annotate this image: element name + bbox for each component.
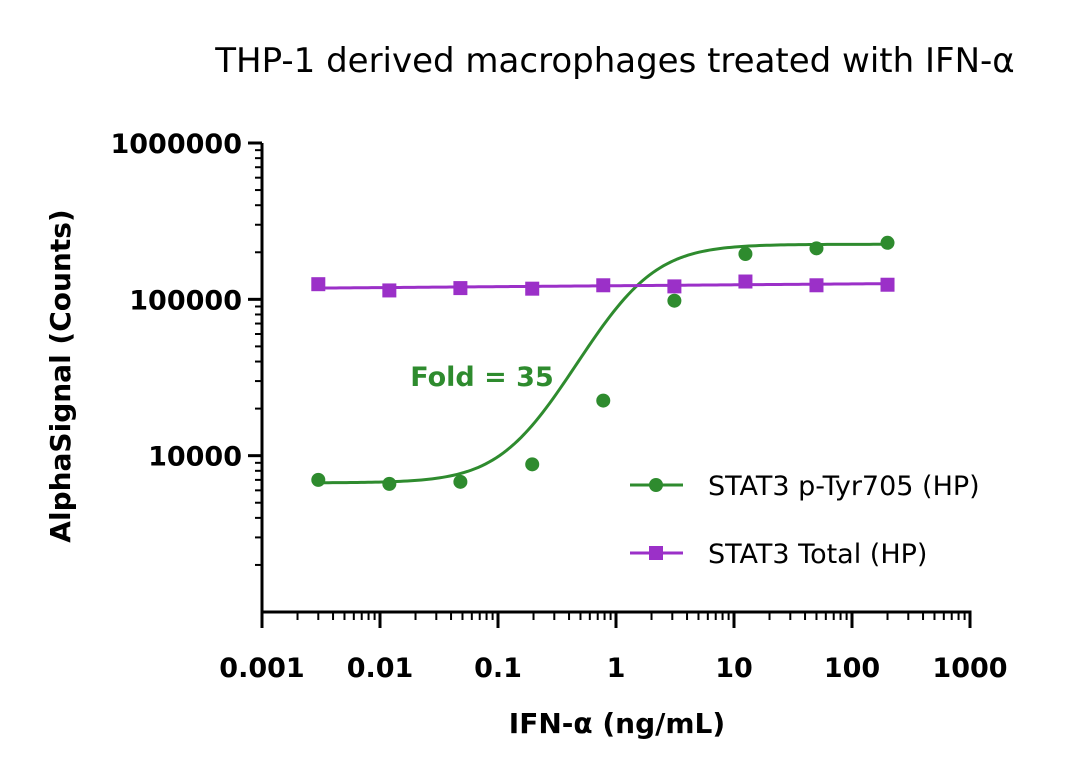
- data-point-total: [525, 281, 540, 296]
- x-axis-title: IFN-α (ng/mL): [509, 707, 725, 740]
- data-point-phospho: [880, 235, 895, 250]
- x-tick-label: 0.01: [347, 653, 414, 684]
- legend-label: STAT3 Total (HP): [708, 539, 927, 570]
- data-point-total: [453, 281, 468, 296]
- data-point-phospho: [596, 393, 611, 408]
- fold-annotation: Fold = 35: [410, 362, 553, 393]
- data-point-phospho: [311, 472, 326, 487]
- legend-label: STAT3 p-Tyr705 (HP): [708, 471, 980, 502]
- y-tick-label: 10000: [148, 442, 242, 473]
- data-point-total: [596, 278, 611, 293]
- data-point-phospho: [525, 457, 540, 472]
- y-tick-label: 100000: [129, 285, 242, 316]
- x-axis: 0.001 0.01 0.1 1 10 100 1000: [219, 610, 1008, 684]
- x-tick-label: 0.001: [219, 653, 304, 684]
- data-point-phospho: [667, 293, 682, 308]
- data-point-total: [738, 274, 753, 289]
- x-tick-label: 100: [824, 653, 880, 684]
- data-point-total: [382, 283, 397, 298]
- x-tick-label: 10: [715, 653, 753, 684]
- legend: STAT3 p-Tyr705 (HP) STAT3 Total (HP): [630, 471, 980, 570]
- x-tick-label: 0.1: [474, 653, 522, 684]
- legend-marker-square: [649, 546, 663, 560]
- chart-title: THP-1 derived macrophages treated with I…: [214, 41, 1014, 81]
- x-tick-label: 1: [607, 653, 626, 684]
- y-tick-label: 1000000: [110, 129, 242, 160]
- x-tick-label: 1000: [932, 653, 1007, 684]
- data-point-total: [809, 278, 824, 293]
- plot-area: [311, 235, 895, 491]
- y-axis: 10000 100000 1000000: [110, 129, 264, 614]
- data-point-total: [667, 279, 682, 294]
- legend-marker-circle: [649, 478, 663, 492]
- data-point-total: [880, 277, 895, 292]
- data-point-phospho: [809, 241, 824, 256]
- fit-curve-phospho: [318, 242, 888, 485]
- data-point-phospho: [738, 246, 753, 261]
- y-axis-title: AlphaSignal (Counts): [44, 209, 77, 542]
- data-point-phospho: [382, 476, 397, 491]
- data-point-total: [311, 277, 326, 292]
- data-point-phospho: [453, 474, 468, 489]
